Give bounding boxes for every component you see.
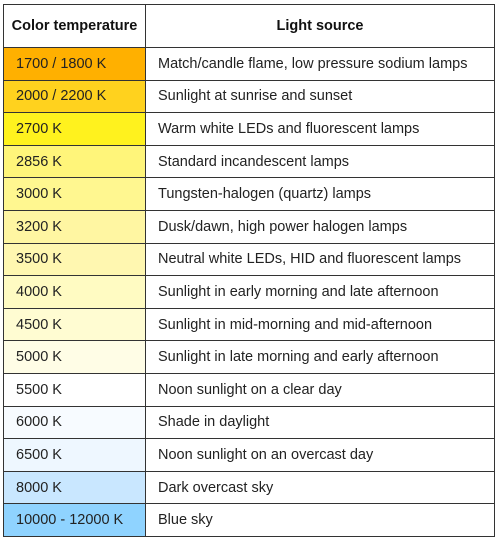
temperature-cell: 6000 K xyxy=(3,405,146,440)
light-source-cell: Shade in daylight xyxy=(145,405,495,440)
header-color-temperature: Color temperature xyxy=(3,4,146,48)
light-source-cell: Dark overcast sky xyxy=(145,470,495,505)
temperature-cell: 1700 / 1800 K xyxy=(3,47,146,81)
light-source-cell: Tungsten-halogen (quartz) lamps xyxy=(145,177,495,211)
temperature-cell: 5500 K xyxy=(3,372,146,407)
table-header-row: Color temperature Light source xyxy=(3,4,495,48)
light-source-cell: Noon sunlight on an overcast day xyxy=(145,438,495,472)
table-row: 2700 K Warm white LEDs and fluorescent la… xyxy=(3,112,495,146)
table-row: 5500 K Noon sunlight on a clear day xyxy=(3,372,495,407)
temperature-cell: 3000 K xyxy=(3,177,146,211)
table-row: 10000 - 12000 K Blue sky xyxy=(3,503,495,537)
table-row: 3500 K Neutral white LEDs, HID and fluore… xyxy=(3,242,495,277)
table-row: 5000 K Sunlight in late morning and early… xyxy=(3,340,495,374)
temperature-cell: 5000 K xyxy=(3,340,146,374)
light-source-cell: Noon sunlight on a clear day xyxy=(145,372,495,407)
table-row: 4500 K Sunlight in mid-morning and mid-af… xyxy=(3,307,495,342)
table-row: 8000 K Dark overcast sky xyxy=(3,470,495,505)
light-source-cell: Warm white LEDs and fluorescent lamps xyxy=(145,112,495,146)
light-source-cell: Sunlight at sunrise and sunset xyxy=(145,79,495,114)
temperature-cell: 8000 K xyxy=(3,470,146,505)
light-source-cell: Standard incandescent lamps xyxy=(145,144,495,179)
table-row: 3200 K Dusk/dawn, high power halogen lamp… xyxy=(3,209,495,244)
header-light-source: Light source xyxy=(145,4,495,48)
light-source-cell: Match/candle flame, low pressure sodium … xyxy=(145,47,495,81)
table-row: 2000 / 2200 K Sunlight at sunrise and sun… xyxy=(3,79,495,114)
light-source-cell: Blue sky xyxy=(145,503,495,537)
temperature-cell: 10000 - 12000 K xyxy=(3,503,146,537)
temperature-cell: 4500 K xyxy=(3,307,146,342)
table-row: 2856 K Standard incandescent lamps xyxy=(3,144,495,179)
table-row: 6000 K Shade in daylight xyxy=(3,405,495,440)
table-row: 6500 K Noon sunlight on an overcast day xyxy=(3,438,495,472)
temperature-cell: 2856 K xyxy=(3,144,146,179)
table-row: 3000 K Tungsten-halogen (quartz) lamps xyxy=(3,177,495,211)
color-temperature-table: Color temperature Light source 1700 / 18… xyxy=(3,4,495,537)
table-row: 4000 K Sunlight in early morning and late… xyxy=(3,275,495,309)
light-source-cell: Sunlight in late morning and early after… xyxy=(145,340,495,374)
temperature-cell: 2000 / 2200 K xyxy=(3,79,146,114)
temperature-cell: 3500 K xyxy=(3,242,146,277)
temperature-cell: 2700 K xyxy=(3,112,146,146)
light-source-cell: Sunlight in mid-morning and mid-afternoo… xyxy=(145,307,495,342)
temperature-cell: 4000 K xyxy=(3,275,146,309)
light-source-cell: Sunlight in early morning and late after… xyxy=(145,275,495,309)
temperature-cell: 6500 K xyxy=(3,438,146,472)
table-row: 1700 / 1800 K Match/candle flame, low pre… xyxy=(3,47,495,81)
light-source-cell: Neutral white LEDs, HID and fluorescent … xyxy=(145,242,495,277)
table-body: 1700 / 1800 K Match/candle flame, low pre… xyxy=(3,47,495,537)
light-source-cell: Dusk/dawn, high power halogen lamps xyxy=(145,209,495,244)
temperature-cell: 3200 K xyxy=(3,209,146,244)
